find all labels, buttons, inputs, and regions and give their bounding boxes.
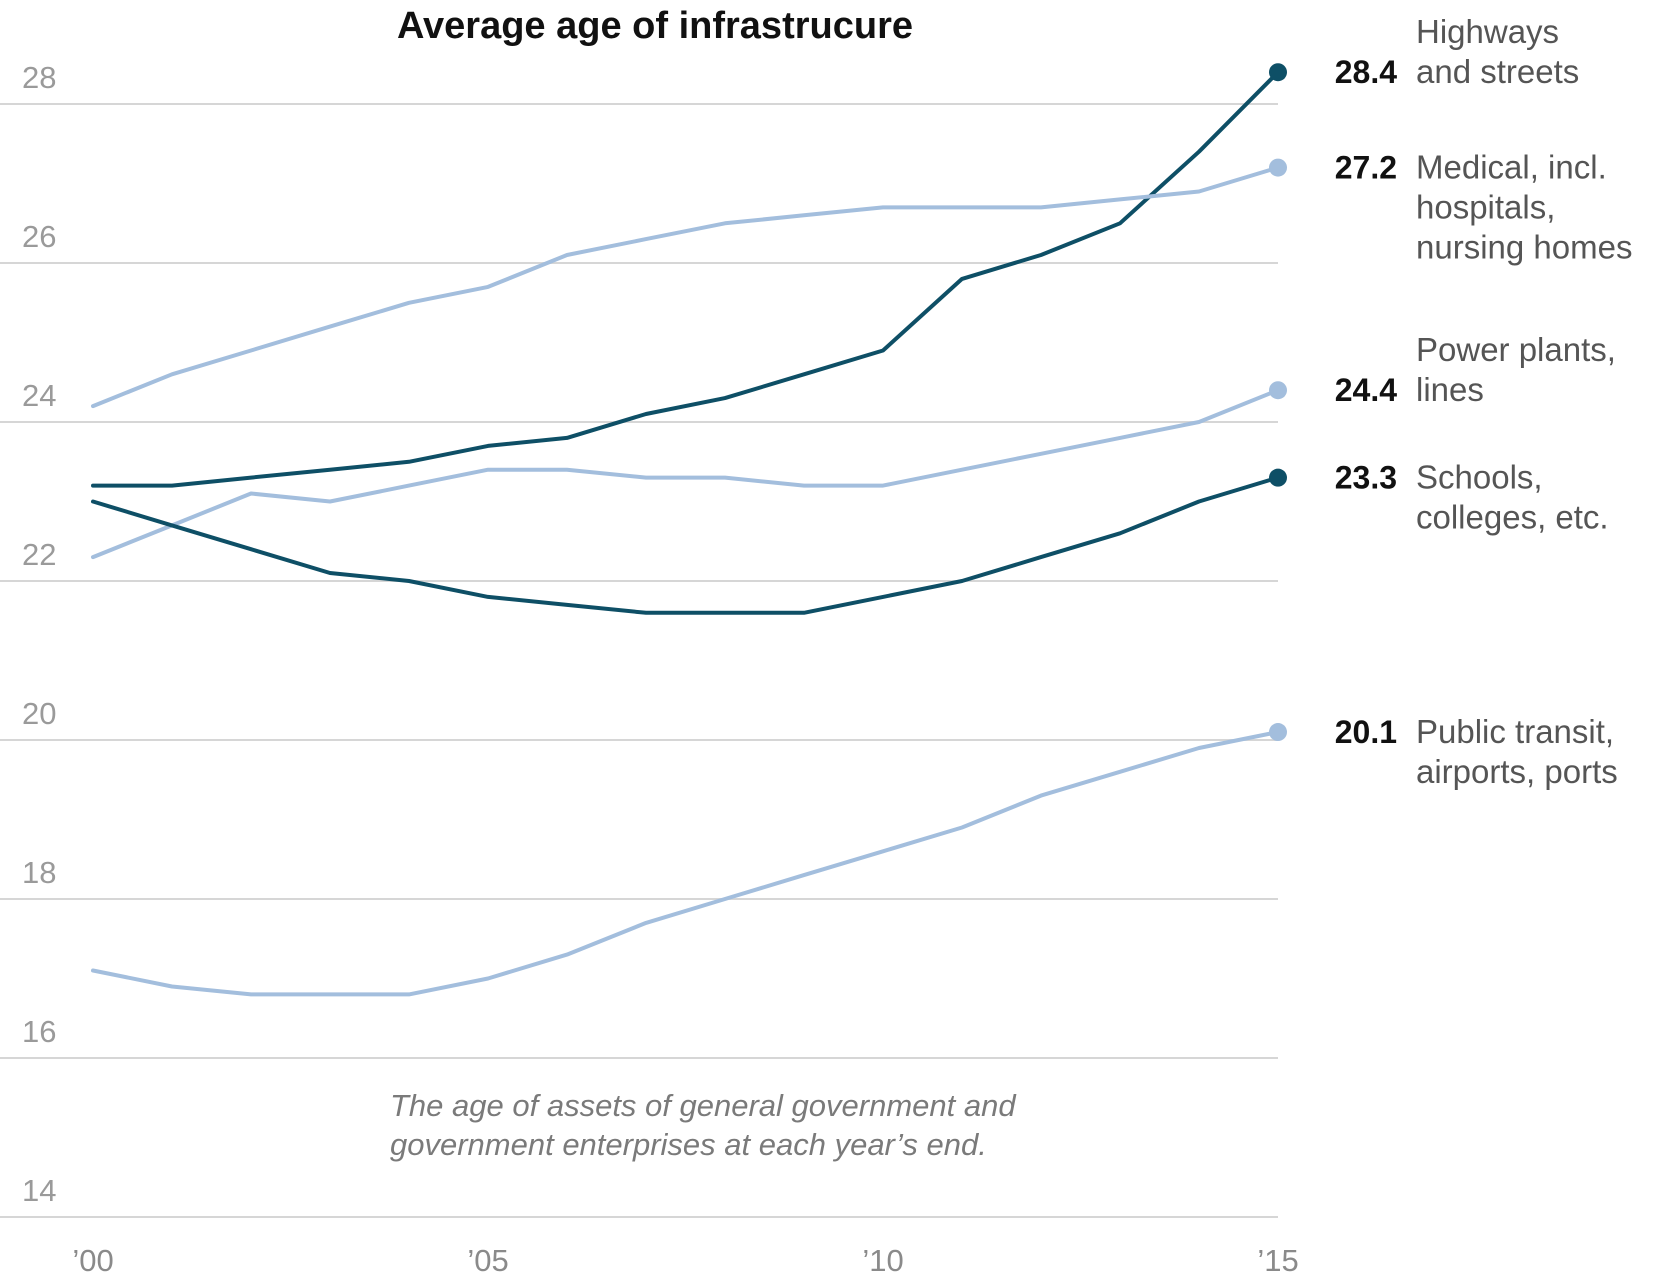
y-axis-ticks: 14 16 18 20 22 24 26 28 bbox=[22, 60, 56, 1208]
series-end-value: 28.4 bbox=[1335, 54, 1397, 90]
x-tick-label: ’10 bbox=[862, 1243, 903, 1278]
x-tick-label: ’05 bbox=[467, 1243, 508, 1278]
y-tick-label: 22 bbox=[22, 537, 56, 572]
chart-note: The age of assets of general government … bbox=[390, 1088, 1024, 1162]
y-tick-label: 18 bbox=[22, 855, 56, 890]
y-tick-label: 20 bbox=[22, 696, 56, 731]
series-label-line: nursing homes bbox=[1416, 229, 1632, 266]
x-tick-label: ’00 bbox=[72, 1243, 113, 1278]
series-end-marker bbox=[1269, 63, 1287, 82]
series-label-line: colleges, etc. bbox=[1416, 499, 1609, 536]
series-label-line: Highways bbox=[1416, 13, 1559, 50]
chart-note-line-2: government enterprises at each year’s en… bbox=[390, 1127, 987, 1162]
series-line bbox=[91, 730, 1280, 997]
series-line bbox=[91, 388, 1280, 560]
series-end-marker bbox=[1269, 468, 1287, 487]
series-end-value: 20.1 bbox=[1335, 714, 1397, 750]
series-end-marker bbox=[1269, 723, 1287, 742]
series-label-line: Power plants, bbox=[1416, 331, 1616, 368]
series-label-line: Schools, bbox=[1416, 459, 1543, 496]
gridlines bbox=[0, 103, 1278, 1218]
series-label-line: Public transit, bbox=[1416, 713, 1614, 750]
chart-title: Average age of infrastrucure bbox=[397, 5, 913, 47]
x-tick-label: ’15 bbox=[1257, 1243, 1298, 1278]
series-end-marker bbox=[1269, 381, 1287, 400]
series-end-value: 27.2 bbox=[1335, 150, 1397, 186]
y-tick-label: 16 bbox=[22, 1014, 56, 1049]
y-tick-label: 24 bbox=[22, 378, 56, 413]
series-label-line: lines bbox=[1416, 371, 1484, 408]
series-label-line: Medical, incl. bbox=[1416, 149, 1607, 186]
series-line bbox=[91, 165, 1280, 409]
series-line bbox=[91, 70, 1280, 488]
series-end-value: 24.4 bbox=[1335, 372, 1397, 408]
chart-note-line-1: The age of assets of general government … bbox=[390, 1088, 1017, 1123]
series-lines bbox=[91, 63, 1287, 997]
y-tick-label: 28 bbox=[22, 60, 56, 95]
y-tick-label: 14 bbox=[22, 1173, 56, 1208]
series-end-value: 23.3 bbox=[1335, 460, 1397, 496]
series-label-line: airports, ports bbox=[1416, 753, 1618, 790]
series-end-marker bbox=[1269, 158, 1287, 177]
series-label-line: and streets bbox=[1416, 53, 1579, 90]
y-tick-label: 26 bbox=[22, 219, 56, 254]
x-axis-ticks: ’00 ’05 ’10 ’15 bbox=[72, 1243, 1298, 1278]
series-line bbox=[91, 475, 1280, 615]
series-label-line: hospitals, bbox=[1416, 189, 1555, 226]
